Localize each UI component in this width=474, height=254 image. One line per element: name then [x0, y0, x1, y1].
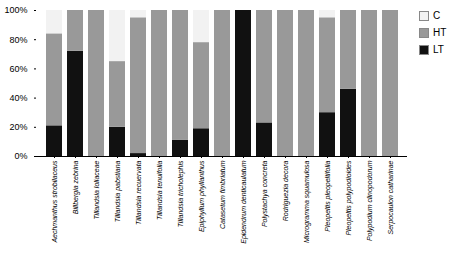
svg-text:Tillandsia recuervata: Tillandsia recuervata	[135, 160, 142, 225]
svg-text:Catasetum fimbriatum: Catasetum fimbriatum	[219, 160, 226, 229]
svg-text:60%: 60%	[9, 64, 27, 74]
html-text:LT: LT	[433, 44, 444, 55]
svg-text:Serpocaulon catharinae: Serpocaulon catharinae	[387, 160, 395, 234]
svg-text:40%: 40%	[9, 93, 27, 103]
svg-text:Tillandsia tricholephis: Tillandsia tricholephis	[177, 160, 185, 227]
svg-text:100%: 100%	[4, 5, 27, 15]
svg-text:Tillandsia loliaceae: Tillandsia loliaceae	[93, 160, 100, 219]
svg-text:0%: 0%	[14, 151, 27, 161]
svg-text:Microgramma squamulosa: Microgramma squamulosa	[303, 160, 311, 243]
svg-text:Epidendrum denticaulatum: Epidendrum denticaulatum	[240, 160, 248, 243]
svg-text:Pleopeltis polypodioides: Pleopeltis polypodioides	[345, 160, 353, 236]
svg-text:Epiphyllum phyllanthus: Epiphyllum phyllanthus	[198, 160, 206, 232]
svg-text:80%: 80%	[9, 35, 27, 45]
svg-text:Pleopeltis pleopeltifolia: Pleopeltis pleopeltifolia	[324, 160, 332, 231]
html-text:C: C	[433, 10, 441, 21]
html-text:HT: HT	[433, 27, 447, 38]
svg-text:Billbergia zebrina: Billbergia zebrina	[72, 160, 80, 214]
svg-text:Aechmanthus strobilaceus: Aechmanthus strobilaceus	[51, 160, 58, 244]
svg-text:Tillandsia pabstiana: Tillandsia pabstiana	[114, 160, 122, 222]
svg-text:Tillandsia tenuifolia: Tillandsia tenuifolia	[156, 160, 163, 220]
svg-text:Polypodium clinopodorum: Polypodium clinopodorum	[366, 160, 374, 241]
svg-text:20%: 20%	[9, 122, 27, 132]
svg-text:Polystachya concreta: Polystachya concreta	[261, 160, 269, 227]
svg-text:Rodriguezia decora: Rodriguezia decora	[282, 160, 290, 221]
